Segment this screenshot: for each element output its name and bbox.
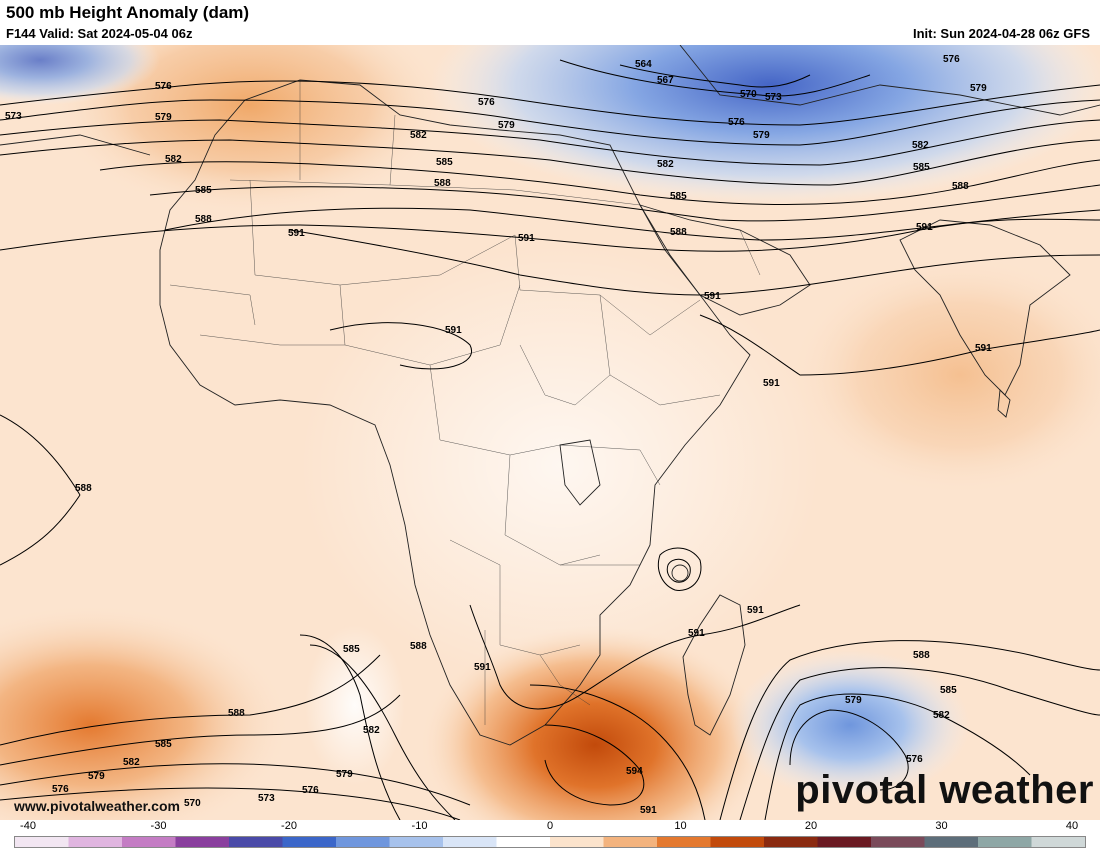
contour-label: 591 [445,325,462,336]
contour-label: 579 [970,83,987,94]
contour-label: 588 [195,214,212,225]
colorbar-swatch [603,837,658,847]
contour-label: 576 [302,785,319,796]
colorbar-tick-label: -10 [411,820,428,832]
south-africa-positive-anomaly [420,625,770,820]
contour-label: 579 [845,695,862,706]
colorbar [14,836,1086,848]
contour-label: 576 [943,54,960,65]
contour-label: 567 [657,75,674,86]
contour-label: 588 [670,227,687,238]
contour-label: 582 [410,130,427,141]
colorbar-swatch [496,837,551,847]
contour-label: 585 [940,685,957,696]
website-watermark: www.pivotalweather.com [14,798,180,814]
contour-label: 576 [52,784,69,795]
contour-label: 570 [740,89,757,100]
colorbar-tick-label: 20 [804,820,818,832]
contour-label: 576 [478,97,495,108]
init-time: Init: Sun 2024-04-28 06z GFS [912,26,1090,41]
contour-label: 576 [728,117,745,128]
contour-label: 582 [657,159,674,170]
colorbar-swatch [122,837,176,847]
contour-label: 573 [258,793,275,804]
contour-label: 585 [343,644,360,655]
colorbar-tick-label: 0 [546,820,554,832]
contour-label: 594 [626,766,643,777]
brand-logo: pivotal weather [795,768,1094,812]
contour-label: 591 [474,662,491,673]
colorbar-swatch [229,837,283,847]
colorbar-swatch [282,837,337,847]
colorbar-swatch [817,837,872,847]
contour-label: 585 [913,162,930,173]
country-borders [169,80,761,725]
colorbar-swatch [15,837,69,847]
contour-label: 591 [518,233,535,244]
contour-label: 591 [288,228,305,239]
contour-label: 591 [640,805,657,816]
colorbar-tick-label: 40 [1065,820,1079,832]
contour-label: 582 [933,710,950,721]
contour-label: 591 [747,605,764,616]
contour-label: 585 [436,157,453,168]
anomaly-map: 564 567 570 573 573 576 576 576 576 579 … [0,45,1100,820]
colorbar-swatch [1031,837,1085,847]
contour-label: 585 [670,191,687,202]
contour-label: 576 [155,81,172,92]
contour-label: 579 [753,130,770,141]
contour-label: 573 [5,111,22,122]
colorbar-ticks: -40 -30 -20 -10 0 10 20 30 40 [0,820,1100,836]
colorbar-swatch [389,837,444,847]
colorbar-swatch [175,837,230,847]
contour-label: 588 [410,641,427,652]
contour-label: 579 [498,120,515,131]
contour-label: 582 [165,154,182,165]
contour-label: 579 [336,769,353,780]
contour-label: 582 [363,725,380,736]
contour-label-group: 564 567 570 573 573 576 576 576 576 579 … [5,54,992,816]
height-contours [0,59,1100,820]
contour-label: 579 [155,112,172,123]
colorbar-swatch [924,837,979,847]
contour-label: 591 [975,343,992,354]
contour-label: 585 [155,739,172,750]
south-atlantic-positive-anomaly [0,605,290,820]
colorbar-swatch [68,837,123,847]
contour-label: 588 [434,178,451,189]
contour-label: 582 [123,757,140,768]
valid-time: F144 Valid: Sat 2024-05-04 06z [6,26,193,41]
north-africa-positive-anomaly [50,45,450,215]
contour-label: 591 [916,222,933,233]
contour-label: 588 [913,650,930,661]
contour-label: 588 [75,483,92,494]
contour-label: 582 [912,140,929,151]
colorbar-tick-label: 10 [674,820,687,832]
colorbar-tick-label: 30 [935,820,948,832]
colorbar-tick-label: -30 [150,820,167,832]
contour-label: 591 [704,291,721,302]
contour-label: 591 [688,628,705,639]
contour-label: 585 [195,185,212,196]
colorbar-swatch [764,837,818,847]
colorbar-tick-label: -40 [20,820,36,832]
colorbar-tick-label: -20 [281,820,297,832]
colorbar-swatch [710,837,765,847]
colorbar-swatch [336,837,390,847]
contour-label: 591 [763,378,780,389]
contour-label: 570 [184,798,201,809]
colorbar-swatch [443,837,497,847]
contour-label: 588 [952,181,969,192]
contour-label: 564 [635,59,652,70]
colorbar-swatch [550,837,604,847]
colorbar-swatch [657,837,711,847]
contour-label: 588 [228,708,245,719]
colorbar-swatch [871,837,925,847]
contour-label: 576 [906,754,923,765]
contour-label: 579 [88,771,105,782]
colorbar-swatch [978,837,1032,847]
map-canvas: 564 567 570 573 573 576 576 576 576 579 … [0,45,1100,820]
contour-label: 573 [765,92,782,103]
map-title: 500 mb Height Anomaly (dam) [6,3,250,22]
